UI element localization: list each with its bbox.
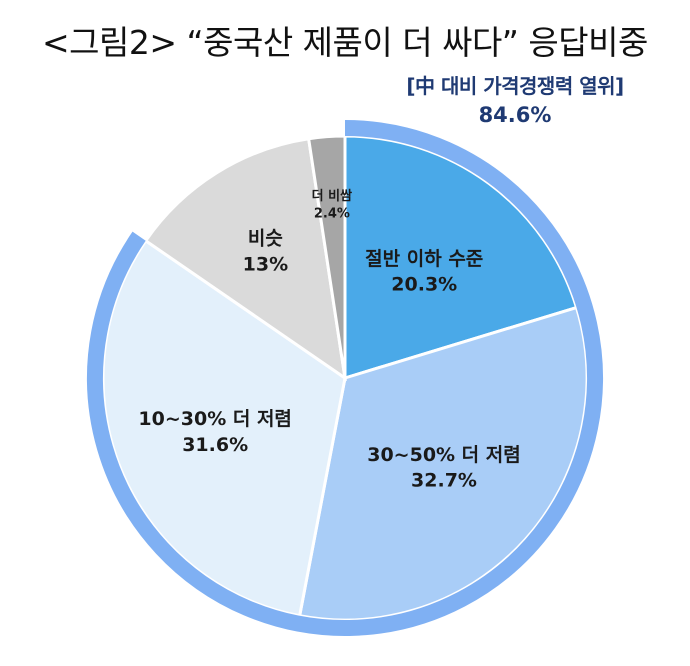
slice-label-3: 10~30% 더 저렴 [138, 408, 292, 430]
chart-title: <그림2> “중국산 제품이 더 싸다” 응답비중 [42, 23, 648, 62]
slice-value-3: 31.6% [182, 434, 248, 456]
pie-slice-2 [297, 305, 589, 622]
ring-annotation-label: [中 대비 가격경쟁력 열위] [406, 74, 624, 98]
slice-value-4: 13% [243, 253, 288, 275]
highlight-ring [87, 120, 603, 636]
pie-slice-4 [143, 137, 348, 382]
pie-slice-1 [343, 134, 579, 381]
pie-slice-5 [306, 134, 347, 379]
slice-value-5: 2.4% [314, 207, 350, 222]
slice-value-2: 32.7% [411, 469, 477, 491]
slice-label-2: 30~50% 더 저렴 [367, 444, 521, 466]
ring-annotation: [中 대비 가격경쟁력 열위] 84.6% [350, 70, 680, 127]
slice-value-1: 20.3% [391, 274, 457, 296]
pie-slice-3 [101, 238, 347, 618]
slice-label-5: 더 비쌈 [312, 188, 352, 204]
ring-annotation-value: 84.6% [478, 103, 552, 127]
slice-label-1: 절반 이하 수준 [365, 248, 483, 270]
slice-label-4: 비슷 [248, 228, 283, 250]
